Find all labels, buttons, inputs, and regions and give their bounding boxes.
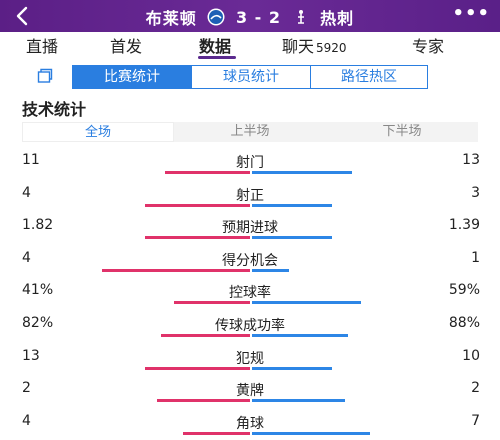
stat-label: 射门 <box>236 155 264 171</box>
stat-row: 11 射门 13 <box>0 152 500 184</box>
stat-label: 射正 <box>236 187 264 204</box>
stat-label: 传球成功率 <box>215 318 285 334</box>
period-full[interactable]: 全场 <box>22 122 174 142</box>
stat-home-value: 4 <box>22 184 31 201</box>
active-tab-indicator <box>198 56 236 59</box>
stat-home-value: 4 <box>22 412 31 429</box>
stat-away-bar <box>252 236 332 240</box>
stat-home-value: 82% <box>22 315 54 331</box>
stat-row: 4 射正 3 <box>0 185 500 217</box>
stat-home-bar <box>174 301 250 305</box>
stat-label: 黄牌 <box>236 383 264 400</box>
stat-away-value: 10 <box>462 347 480 364</box>
tab-expert[interactable]: 专家 <box>412 37 445 56</box>
tab-chat[interactable]: 聊天 5920 <box>282 37 347 56</box>
stat-away-value: 1.39 <box>448 217 480 234</box>
stat-home-value: 1.82 <box>22 217 54 234</box>
stat-away-value: 3 <box>471 184 480 201</box>
away-team-logo-icon <box>297 10 304 24</box>
chevron-left-icon[interactable] <box>12 5 34 27</box>
stat-away-value: 13 <box>462 152 480 168</box>
tab-live[interactable]: 直播 <box>26 37 59 56</box>
stat-home-value: 11 <box>22 152 40 168</box>
stat-row: 2 黄牌 2 <box>0 380 500 412</box>
stat-away-bar <box>252 203 332 207</box>
stat-away-bar <box>252 171 352 174</box>
match-score: 3 - 2 <box>235 7 282 27</box>
stat-home-bar <box>165 171 250 174</box>
stat-row: 41% 控球率 59% <box>0 282 500 314</box>
stat-away-bar <box>252 366 332 370</box>
match-header: 布莱顿 3 - 2 热刺 ••• <box>0 0 500 32</box>
match-tabs: 直播 首发 数据 聊天 5920 专家 <box>0 32 500 56</box>
stat-label: 控球率 <box>229 285 271 302</box>
chat-count: 5920 <box>316 41 347 55</box>
stat-label: 得分机会 <box>222 252 278 269</box>
stat-home-bar <box>145 236 250 240</box>
away-team-name: 热刺 <box>320 9 355 28</box>
stat-home-bar <box>145 203 250 207</box>
stat-home-bar <box>145 366 250 370</box>
match-title: 布莱顿 3 - 2 热刺 <box>0 5 500 29</box>
stat-away-bar <box>252 399 345 403</box>
tab-data[interactable]: 数据 <box>199 37 232 56</box>
stat-row: 4 得分机会 1 <box>0 250 500 282</box>
stat-away-value: 59% <box>448 282 480 299</box>
stat-label: 预期进球 <box>222 220 278 237</box>
stat-away-bar <box>252 301 361 305</box>
stat-home-value: 13 <box>22 347 40 364</box>
seg-player-stats[interactable]: 球员统计 <box>191 65 311 89</box>
stats-subnav: 比赛统计 球员统计 路径热区 <box>0 64 500 90</box>
seg-heat-map[interactable]: 路径热区 <box>310 65 428 89</box>
stat-home-bar <box>183 431 250 435</box>
stat-row: 4 角球 7 <box>0 413 500 440</box>
seg-match-stats[interactable]: 比赛统计 <box>72 65 192 89</box>
stat-away-bar <box>252 268 289 272</box>
stat-away-bar <box>252 431 370 435</box>
copy-icon[interactable] <box>36 67 54 85</box>
stat-away-value: 2 <box>471 380 480 397</box>
stat-home-bar <box>157 399 250 403</box>
stat-label: 角球 <box>236 415 264 432</box>
period-first-half[interactable]: 上半场 <box>230 124 270 139</box>
more-dots-icon[interactable]: ••• <box>452 3 490 24</box>
stat-home-bar <box>102 268 250 272</box>
stat-label: 犯规 <box>236 350 264 367</box>
section-title: 技术统计 <box>22 100 87 119</box>
stat-row: 1.82 预期进球 1.39 <box>0 217 500 249</box>
stat-away-value: 88% <box>448 315 480 331</box>
stat-away-value: 7 <box>471 412 480 429</box>
stat-home-value: 4 <box>22 249 31 266</box>
stat-row: 13 犯规 10 <box>0 348 500 380</box>
stat-home-bar <box>161 334 250 337</box>
stat-away-bar <box>252 334 348 337</box>
period-second-half[interactable]: 下半场 <box>382 124 422 139</box>
stat-home-value: 2 <box>22 380 31 397</box>
stat-row: 82% 传球成功率 88% <box>0 315 500 347</box>
tab-lineup[interactable]: 首发 <box>110 37 143 56</box>
period-selector: 全场 上半场 下半场 <box>22 122 478 142</box>
stat-away-value: 1 <box>471 249 480 266</box>
home-team-name: 布莱顿 <box>145 9 197 28</box>
home-team-logo-icon <box>207 8 225 26</box>
stat-home-value: 41% <box>22 282 54 299</box>
